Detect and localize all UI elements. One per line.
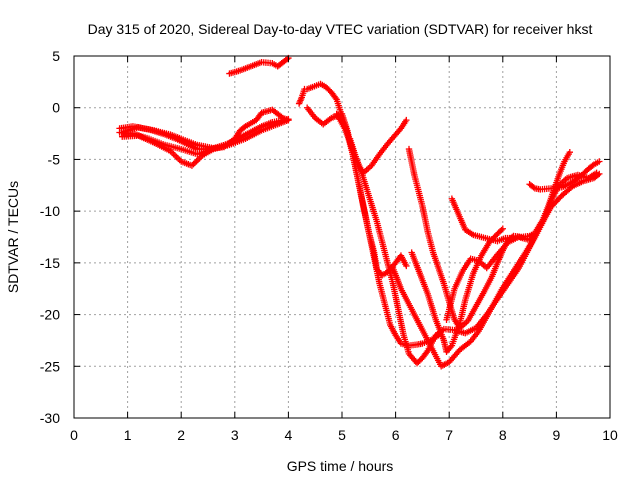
y-tick-label: 5 <box>52 48 60 64</box>
data-point <box>566 148 573 156</box>
y-tick-label: -30 <box>40 410 60 426</box>
data-point <box>530 184 537 191</box>
chart-title: Day 315 of 2020, Sidereal Day-to-day VTE… <box>88 21 593 37</box>
x-axis-label: GPS time / hours <box>287 458 394 474</box>
data-point <box>499 225 506 232</box>
data-point <box>332 94 339 102</box>
data-point <box>596 170 603 178</box>
data-point <box>285 116 292 124</box>
data-series <box>226 54 292 77</box>
data-point <box>283 55 291 63</box>
y-axis-label: SDTVAR / TECUs <box>5 181 21 293</box>
data-series <box>448 195 517 245</box>
data-point <box>403 262 410 270</box>
data-point <box>170 150 177 158</box>
data-series <box>443 231 539 323</box>
plot-frame <box>73 55 611 419</box>
axes: 0 1 2 3 4 5 6 7 8 9 10 5 0 -5 -10 -15 -20 -25 -30 <box>40 48 618 443</box>
y-tick-label: -20 <box>40 307 60 323</box>
data-point <box>531 231 539 239</box>
x-tick-label: 5 <box>338 427 346 443</box>
data-point <box>596 158 603 165</box>
x-tick-label: 4 <box>285 427 293 443</box>
data-point <box>498 226 505 234</box>
y-tick-label: 0 <box>52 100 60 116</box>
x-tick-label: 10 <box>602 427 618 443</box>
data-series <box>119 116 292 169</box>
x-tick-label: 7 <box>445 427 453 443</box>
x-tick-label: 1 <box>124 427 132 443</box>
data-series <box>303 104 442 349</box>
data-point <box>190 160 197 168</box>
y-tick-label: -10 <box>40 203 60 219</box>
data-series <box>389 170 603 370</box>
x-tick-label: 2 <box>177 427 185 443</box>
data-point <box>194 156 202 163</box>
data-series <box>346 116 410 177</box>
data-series <box>526 158 603 193</box>
data-points <box>116 54 603 370</box>
y-tick-label: -15 <box>40 255 60 271</box>
data-point <box>423 349 430 356</box>
data-point <box>530 233 537 240</box>
x-tick-label: 3 <box>231 427 239 443</box>
x-tick-label: 9 <box>553 427 561 443</box>
x-tick-label: 8 <box>499 427 507 443</box>
data-point <box>174 155 182 162</box>
y-tick-label: -5 <box>48 151 61 167</box>
data-series <box>408 225 506 356</box>
data-point <box>594 171 602 179</box>
x-tick-label: 6 <box>392 427 400 443</box>
data-point <box>171 152 179 159</box>
data-point <box>236 133 244 140</box>
y-tick-label: -25 <box>40 358 60 374</box>
data-point <box>403 116 410 124</box>
data-series <box>121 124 244 152</box>
x-tick-label: 0 <box>70 427 78 443</box>
